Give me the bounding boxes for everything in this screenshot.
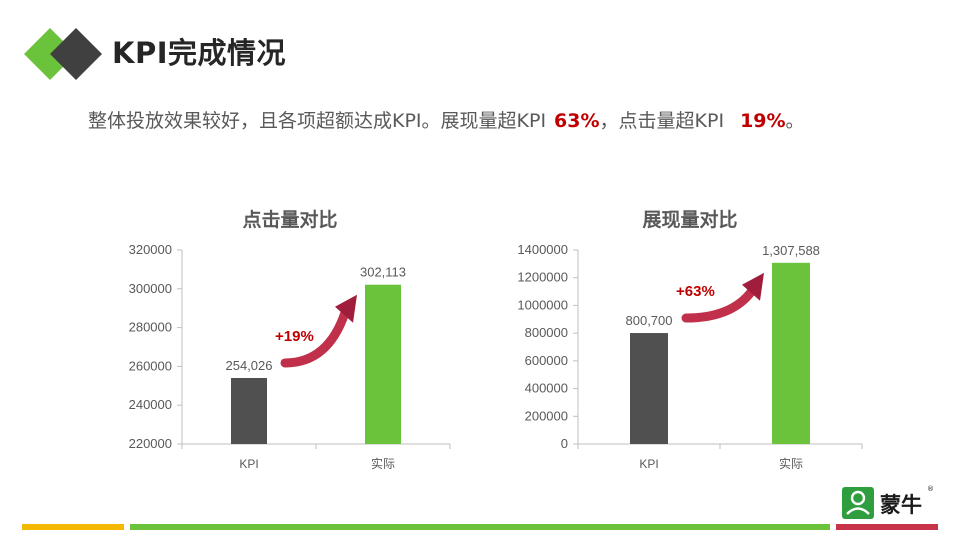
impressions-y-tick-label: 0 bbox=[561, 436, 568, 451]
mengniu-logo bbox=[842, 487, 874, 519]
impressions-bar-kpi bbox=[630, 333, 668, 444]
clicks-category-label: 实际 bbox=[371, 456, 395, 471]
brand-registered-mark: ® bbox=[927, 485, 934, 493]
clicks-growth-arrowhead bbox=[335, 294, 357, 323]
footer-bar-green bbox=[130, 524, 830, 530]
impressions-chart-title: 展现量对比 bbox=[642, 209, 738, 231]
click-growth-pct: 19% bbox=[740, 110, 786, 132]
clicks-growth-label: +19% bbox=[275, 328, 314, 345]
clicks-bar-actual bbox=[365, 284, 401, 444]
summary-end: 。 bbox=[785, 110, 805, 132]
impressions-y-tick-label: 800000 bbox=[525, 325, 568, 340]
clicks-data-label: 302,113 bbox=[360, 265, 406, 280]
summary-intro: 整体投放效果较好，且各项超额达成KPI。展现量超KPI bbox=[88, 110, 547, 132]
impr-growth-pct: 63% bbox=[554, 110, 600, 132]
dark-diamond-icon bbox=[50, 28, 102, 80]
impressions-growth-arrowhead bbox=[742, 272, 764, 301]
impressions-y-tick-label: 200000 bbox=[525, 408, 568, 423]
footer-bar-red bbox=[836, 524, 938, 530]
summary-middle: ，点击量超KPI bbox=[599, 110, 725, 132]
impressions-y-tick-label: 400000 bbox=[525, 381, 568, 396]
page-title: KPI完成情况 bbox=[112, 36, 287, 70]
impressions-y-tick-label: 1400000 bbox=[517, 242, 568, 257]
clicks-y-tick-label: 220000 bbox=[129, 436, 172, 451]
clicks-data-label: 254,026 bbox=[226, 358, 273, 373]
clicks-y-tick-label: 260000 bbox=[129, 358, 172, 373]
brand-name: 蒙牛 bbox=[880, 493, 922, 517]
impressions-bar-actual bbox=[772, 262, 810, 444]
impressions-data-label: 1,307,588 bbox=[762, 243, 820, 258]
clicks-chart-title: 点击量对比 bbox=[242, 209, 338, 231]
impressions-chart: 0 200000 400000 600000 800000 1000000 1200000 1… bbox=[517, 242, 863, 471]
summary-text: 整体投放效果较好，且各项超额达成KPI。展现量超KPI 63%，点击量超KPI 19… bbox=[88, 106, 805, 133]
impressions-data-label: 800,700 bbox=[626, 313, 673, 328]
impressions-y-tick-label: 1000000 bbox=[517, 297, 568, 312]
impressions-growth-label: +63% bbox=[676, 283, 715, 300]
footer-bar-yellow bbox=[22, 524, 124, 530]
clicks-bar-kpi bbox=[231, 377, 267, 444]
clicks-chart: 220000 240000 260000 280000 300000 320000 254,… bbox=[129, 242, 451, 471]
impressions-category-label: 实际 bbox=[779, 456, 803, 471]
impressions-y-tick-label: 1200000 bbox=[517, 270, 568, 285]
clicks-growth-arrow bbox=[280, 308, 350, 368]
clicks-y-tick-label: 280000 bbox=[129, 320, 172, 335]
clicks-y-tick-label: 320000 bbox=[129, 242, 172, 257]
diamond-logo-icon bbox=[24, 28, 102, 80]
impressions-y-tick-label: 600000 bbox=[525, 353, 568, 368]
clicks-category-label: KPI bbox=[239, 457, 258, 471]
impressions-growth-arrow bbox=[681, 286, 757, 323]
impressions-category-label: KPI bbox=[639, 457, 658, 471]
clicks-y-tick-label: 300000 bbox=[129, 281, 172, 296]
clicks-y-tick-label: 240000 bbox=[129, 397, 172, 412]
